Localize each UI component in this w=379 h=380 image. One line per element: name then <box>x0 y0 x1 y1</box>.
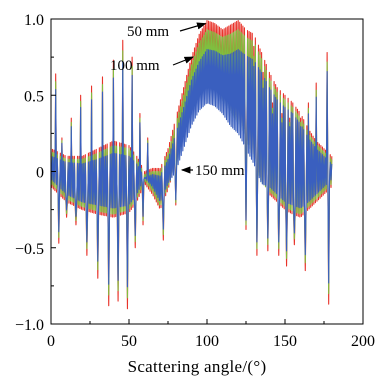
annotation-label: 150 mm <box>195 163 245 179</box>
x-tick-label: 0 <box>47 333 55 350</box>
y-tick-label: 1.0 <box>24 12 44 29</box>
annotation-arrow <box>179 22 207 32</box>
y-tick-label: −0.5 <box>15 241 44 258</box>
annotation-label: 100 mm <box>110 58 160 74</box>
x-tick-label: 50 <box>121 333 137 350</box>
series-line-150-mm <box>50 48 333 288</box>
x-tick-label: 100 <box>195 333 219 350</box>
axes-layer: 0 50 100 150 200 −1.0 −0.5 0 0.5 1.0 Scattering an… <box>15 12 375 376</box>
x-tick-label: 200 <box>351 333 375 350</box>
annotation-label: 50 mm <box>127 24 169 40</box>
x-axis-title: Scattering angle/(°) <box>128 357 267 376</box>
y-tick-label: 0 <box>36 165 44 182</box>
y-tick-label: −1.0 <box>15 317 44 334</box>
series-line-100-mm <box>50 29 333 299</box>
annotation-arrow <box>172 56 195 66</box>
annotations-layer: 50 mm 100 mm 150 mm <box>110 22 245 179</box>
x-tick-label: 150 <box>273 333 297 350</box>
y-tick-label: 0.5 <box>24 88 44 105</box>
